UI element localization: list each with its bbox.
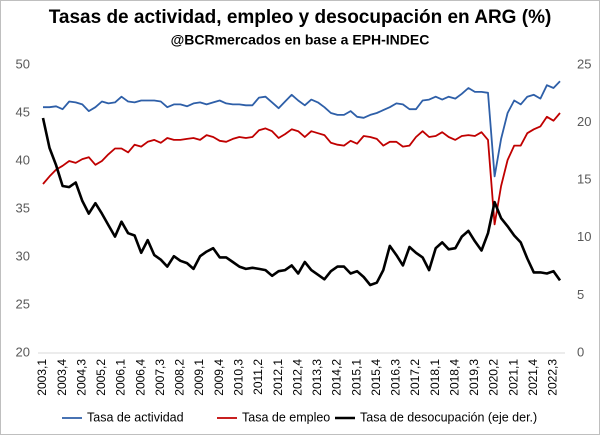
x-tick-label: 2005,2 [94,359,108,396]
x-tick-label: 2021,1 [506,359,520,396]
x-tick-label: 2015,1 [349,359,363,396]
legend-label: Tasa de empleo [242,410,330,424]
y-tick-label: 50 [16,56,30,71]
x-tick-label: 2013,3 [310,359,324,396]
x-tick-label: 2009,1 [192,359,206,396]
y-tick-label: 40 [16,152,30,167]
x-tick-label: 2003,1 [35,359,49,396]
y2-tick-label: 15 [577,172,591,187]
x-tick-label: 2012,1 [271,359,285,396]
x-tick-label: 2015,4 [369,359,383,396]
x-tick-label: 2020,2 [487,359,501,396]
y-tick-label: 20 [16,344,30,359]
x-tick-label: 2007,3 [153,359,167,396]
x-tick-label: 2004,3 [74,359,88,396]
y2-tick-label: 20 [577,114,591,129]
x-tick-label: 2006,4 [133,359,147,396]
x-tick-label: 2018,1 [428,359,442,396]
x-tick-label: 2010,3 [232,359,246,396]
x-tick-label: 2012,4 [290,359,304,396]
y-tick-label: 30 [16,248,30,263]
y-tick-label: 35 [16,200,30,215]
x-tick-label: 2017,2 [408,359,422,396]
x-tick-label: 2008,2 [173,359,187,396]
legend-label: Tasa de actividad [87,410,184,424]
x-tick-label: 2011,2 [251,359,265,395]
chart-title: Tasas de actividad, empleo y desocupació… [49,7,552,28]
series-line [43,80,561,178]
chart-subtitle: @BCRmercados en base a EPH-INDEC [171,32,430,48]
x-tick-label: 2009,4 [212,359,226,396]
series-line [41,117,562,287]
legend-label: Tasa de desocupación (eje der.) [360,410,537,424]
y2-tick-label: 5 [577,287,584,302]
series-line [42,112,561,226]
x-tick-label: 2021,4 [526,359,540,396]
y-tick-label: 25 [16,296,30,311]
x-tick-label: 2014,2 [330,359,344,396]
x-tick-label: 2018,4 [447,359,461,396]
x-tick-label: 2006,1 [114,359,128,396]
y-tick-label: 45 [16,104,30,119]
y2-tick-label: 0 [577,344,584,359]
y2-tick-label: 25 [577,56,591,71]
x-tick-label: 2022,3 [546,359,560,396]
y2-tick-label: 10 [577,229,591,244]
x-tick-label: 2016,3 [389,359,403,396]
x-tick-label: 2019,3 [467,359,481,396]
x-tick-label: 2003,4 [55,359,69,396]
